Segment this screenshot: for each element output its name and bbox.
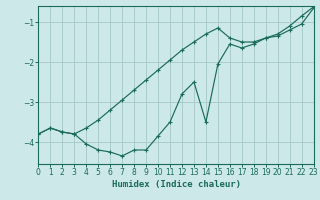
X-axis label: Humidex (Indice chaleur): Humidex (Indice chaleur) (111, 180, 241, 189)
